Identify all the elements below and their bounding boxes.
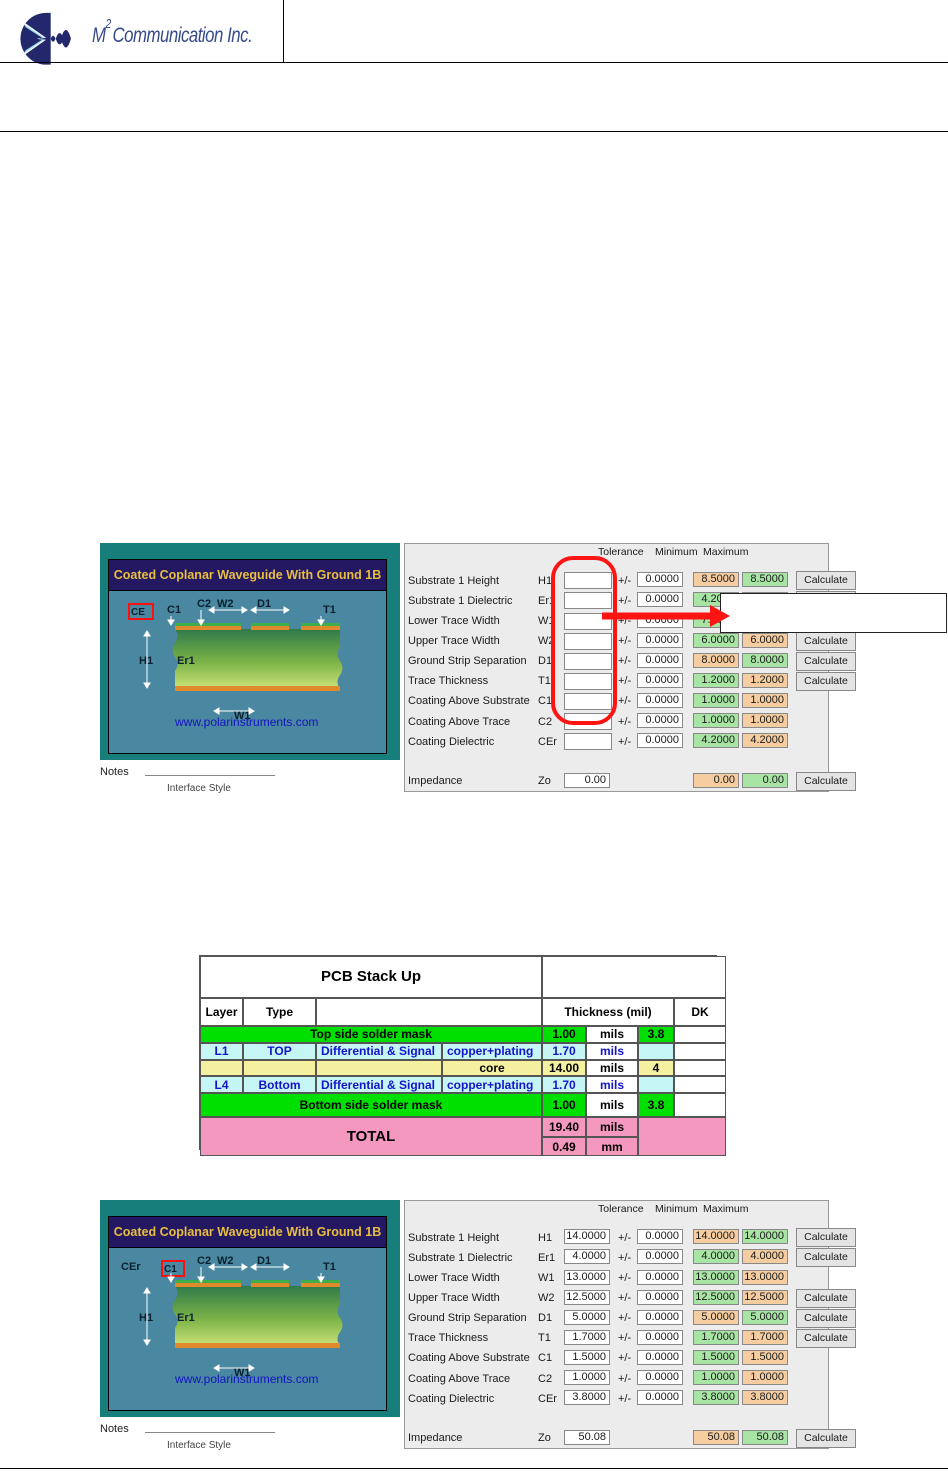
svg-text:Er1: Er1 (177, 655, 195, 667)
svg-text:C2: C2 (197, 598, 211, 610)
svg-text:T1: T1 (323, 604, 336, 616)
svg-text:C2: C2 (197, 1255, 211, 1267)
svg-text:CE: CE (131, 607, 145, 618)
svg-text:D1: D1 (257, 598, 271, 610)
svg-text:www.polarinstruments.com: www.polarinstruments.com (174, 1372, 318, 1386)
svg-text:C1: C1 (167, 604, 181, 616)
svg-text:Er1: Er1 (177, 1312, 195, 1324)
svg-text:W2: W2 (217, 598, 234, 610)
svg-text:H1: H1 (139, 1312, 153, 1324)
svg-text:CEr: CEr (121, 1261, 141, 1273)
svg-text:T1: T1 (323, 1261, 336, 1273)
svg-text:H1: H1 (139, 655, 153, 667)
svg-text:www.polarinstruments.com: www.polarinstruments.com (174, 715, 318, 729)
svg-text:D1: D1 (257, 1255, 271, 1267)
svg-text:W2: W2 (217, 1255, 234, 1267)
